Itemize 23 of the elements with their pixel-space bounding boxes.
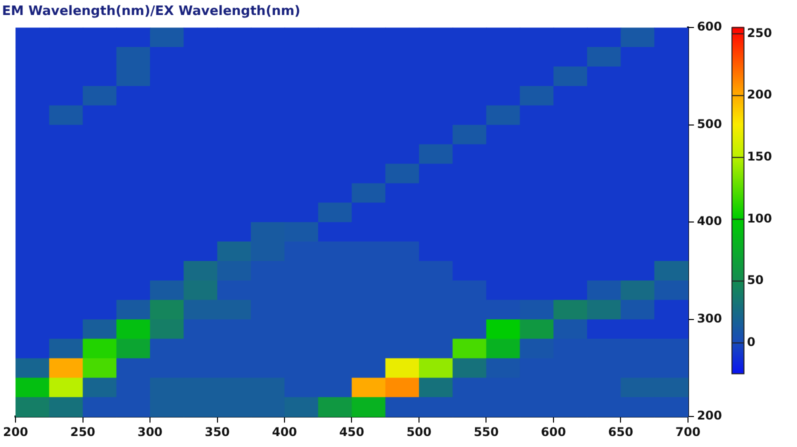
- color-bar-label: 250: [746, 26, 772, 40]
- x-tick-label: 200: [2, 424, 28, 439]
- x-tick-label: 600: [540, 424, 566, 439]
- x-tick-label: 550: [474, 424, 499, 439]
- chart-title: EM Wavelength(nm)/EX Wavelength(nm): [2, 4, 300, 20]
- y-tick-label: 200: [696, 408, 722, 423]
- x-tick-label: 650: [608, 424, 634, 439]
- x-tick-label: 400: [272, 424, 298, 439]
- color-bar-label: 50: [746, 273, 764, 288]
- y-tick-label: 500: [696, 116, 722, 131]
- color-bar-label: 150: [746, 150, 772, 164]
- color-bar-label: 0: [746, 335, 756, 350]
- y-tick-label: 400: [696, 214, 722, 228]
- x-tick-label: 450: [339, 424, 364, 439]
- y-tick-label: 300: [696, 311, 722, 326]
- x-tick-label: 300: [137, 424, 163, 439]
- color-bar-label: 100: [746, 211, 772, 226]
- y-tick-label: 600: [696, 20, 722, 34]
- x-tick-label: 350: [204, 424, 230, 439]
- x-tick-label: 700: [675, 424, 700, 439]
- x-tick-label: 250: [70, 424, 96, 439]
- color-bar-label: 200: [746, 88, 772, 102]
- x-tick-label: 500: [406, 424, 432, 439]
